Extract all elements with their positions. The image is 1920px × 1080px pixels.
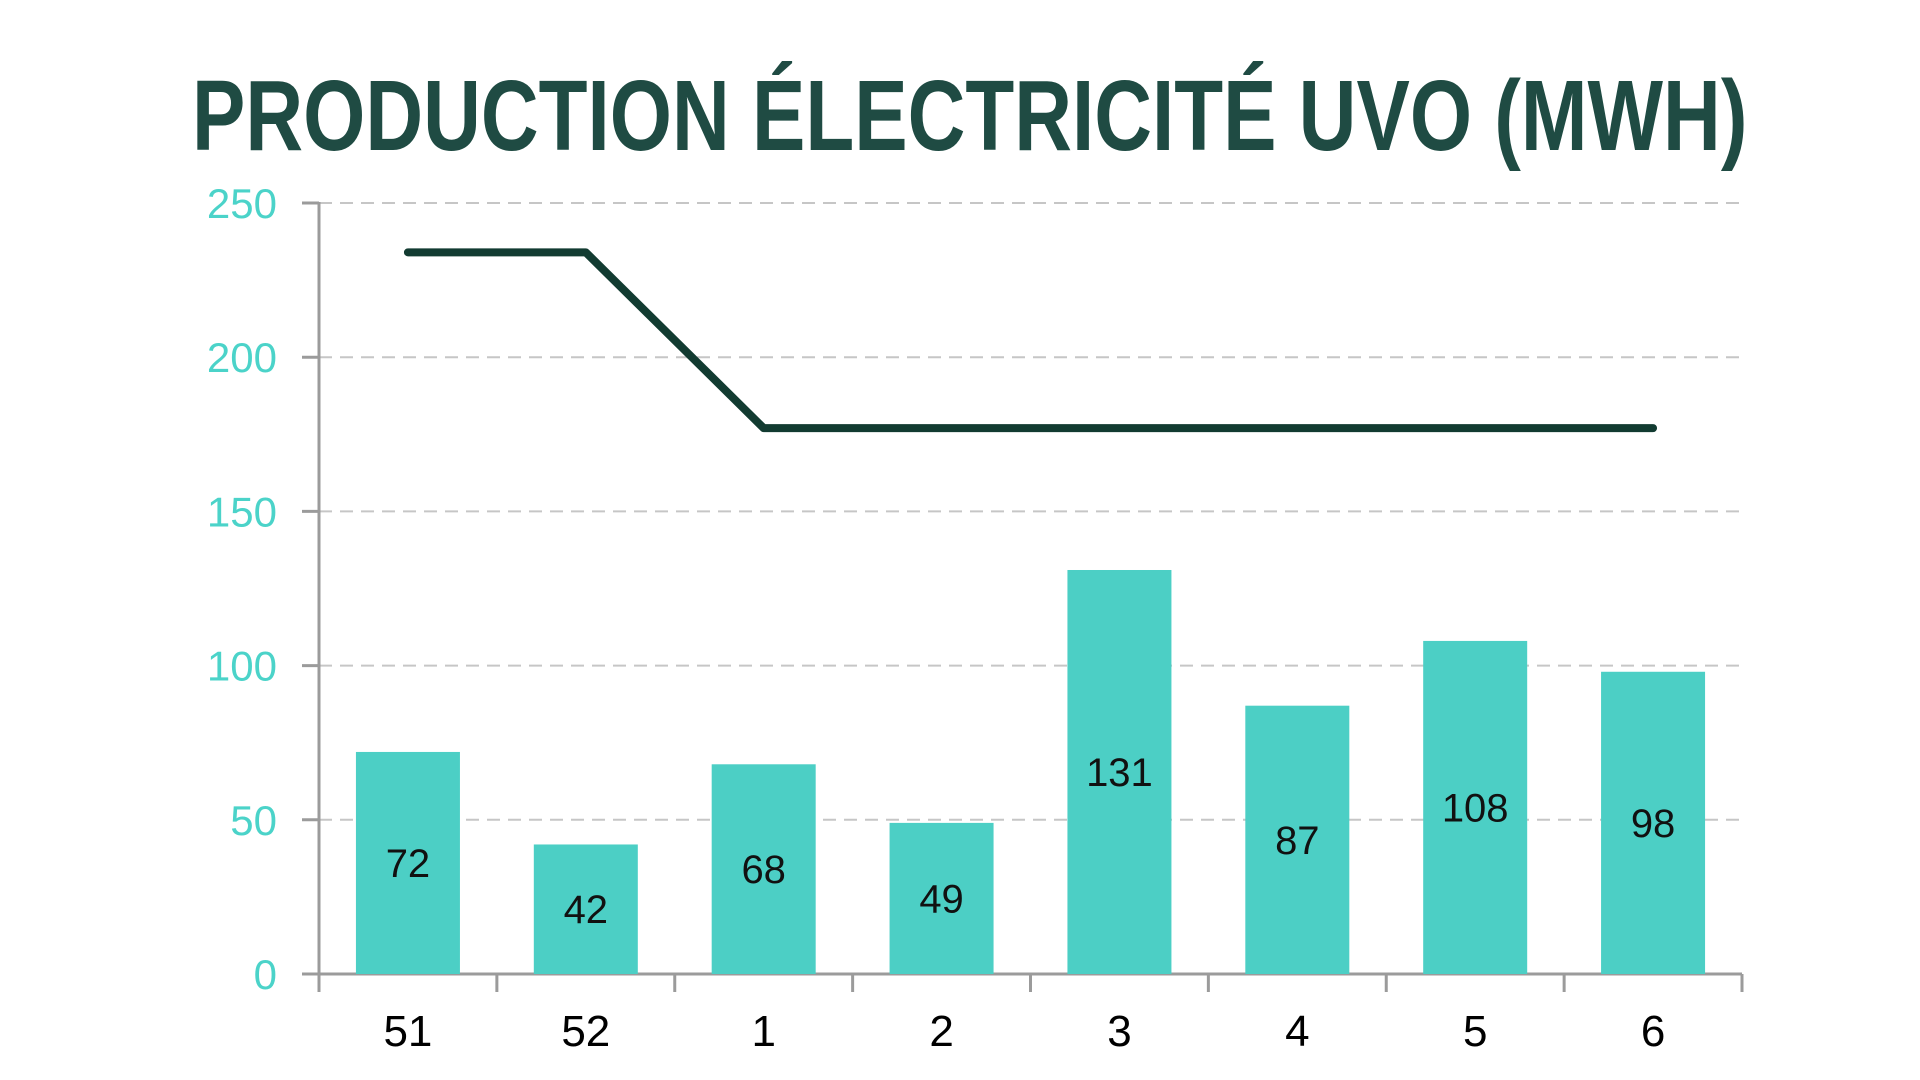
bar-label-51: 72 (386, 842, 431, 886)
bar-3 (1067, 569, 1172, 974)
bar-51 (355, 751, 460, 974)
bar-52 (533, 844, 638, 974)
chart-title: PRODUCTION ÉLECTRICITÉ UVO (MWH) (192, 60, 1748, 172)
x-axis-label-51: 51 (383, 1007, 432, 1056)
y-axis-label-200: 200 (207, 334, 277, 381)
bar-5 (1423, 640, 1528, 974)
x-axis-label-5: 5 (1463, 1007, 1487, 1056)
x-axis-label-52: 52 (561, 1007, 610, 1056)
bar-label-6: 98 (1631, 802, 1676, 846)
bar-4 (1245, 705, 1350, 974)
bar-label-2: 49 (919, 877, 964, 921)
x-axis-label-2: 2 (929, 1007, 953, 1056)
x-axis-label-6: 6 (1641, 1007, 1665, 1056)
reference-line (403, 248, 1658, 433)
y-axis-label-50: 50 (230, 797, 277, 844)
bar-label-1: 68 (741, 848, 786, 892)
bar-label-3: 131 (1086, 751, 1153, 795)
bar-label-52: 42 (564, 888, 609, 932)
bar-6 (1601, 671, 1706, 974)
y-axis-label-0: 0 (254, 951, 277, 998)
bar-1 (711, 764, 816, 974)
y-axis-label-150: 150 (207, 488, 277, 535)
bar-label-4: 87 (1275, 819, 1320, 863)
bar-2 (889, 822, 994, 974)
x-axis-label-3: 3 (1107, 1007, 1131, 1056)
y-axis-label-250: 250 (207, 180, 277, 227)
x-axis-label-1: 1 (751, 1007, 775, 1056)
x-axis-label-4: 4 (1285, 1007, 1309, 1056)
y-axis-label-100: 100 (207, 643, 277, 690)
bar-label-5: 108 (1442, 786, 1509, 830)
